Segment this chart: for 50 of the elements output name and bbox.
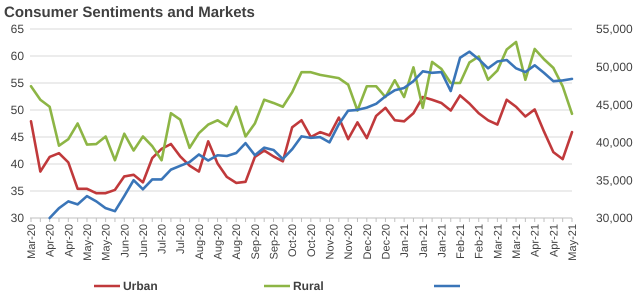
y-tick-label: 45 — [10, 130, 24, 144]
legend-label: Urban — [123, 279, 158, 294]
x-tick-label: Mar-21 — [511, 224, 524, 259]
y-tick-label: 50 — [10, 103, 24, 118]
x-tick-label: Sep-20 — [268, 224, 281, 260]
line-series — [48, 50, 574, 220]
x-tick-label: Apr-21 — [548, 224, 560, 258]
x-tick-label: Aug-20 — [194, 224, 206, 260]
x-tick-label: Dec-20 — [380, 224, 392, 260]
x-tick-label: Mar-20 — [26, 224, 38, 259]
line-series — [30, 94, 574, 194]
y2-tick-label: 30,000 — [596, 211, 634, 226]
x-tick-label: Jun-20 — [138, 224, 150, 258]
x-tick-label: Jul-20 — [175, 224, 188, 254]
y-tick-label: 55 — [10, 76, 24, 90]
x-tick-label: Jun-20 — [119, 224, 132, 258]
y-tick-label: 60 — [10, 49, 24, 64]
x-tick-label: Dec-20 — [362, 224, 374, 260]
x-tick-label: Oct-20 — [287, 224, 300, 258]
x-tick-label: Mar-21 — [492, 224, 504, 259]
line-series — [30, 40, 574, 162]
x-tick-label: Jan-21 — [436, 224, 448, 258]
x-tick-label: Apr-21 — [530, 224, 542, 258]
chart-title: Consumer Sentiments and Markets — [4, 4, 255, 21]
x-tick-label: Jan-21 — [399, 224, 412, 258]
x-tick-label: May-21 — [567, 224, 579, 261]
x-tick-label: Jul-20 — [156, 224, 169, 254]
y2-tick-label: 50,000 — [596, 60, 634, 74]
y-tick-label: 65 — [10, 22, 24, 36]
x-tick-label: May-20 — [82, 224, 94, 261]
y-tick-label: 35 — [10, 184, 24, 198]
y2-tick-label: 40,000 — [596, 136, 634, 150]
x-tick-label: Aug-20 — [212, 224, 225, 260]
y-tick-label: 40 — [10, 157, 24, 172]
x-tick-label: Sep-20 — [250, 224, 262, 260]
y2-tick-label: 55,000 — [596, 22, 634, 36]
x-tick-label: Oct-20 — [306, 224, 318, 258]
y2-tick-label: 35,000 — [596, 173, 634, 188]
y2-tick-label: 45,000 — [596, 98, 634, 112]
y-tick-label: 30 — [10, 211, 24, 226]
x-tick-label: Nov-20 — [343, 224, 356, 260]
x-tick-label: Aug-20 — [231, 224, 244, 260]
x-tick-label: Feb-21 — [455, 224, 468, 259]
legend-label: Rural — [293, 279, 324, 294]
x-tick-label: Feb-21 — [474, 224, 486, 259]
x-tick-label: Apr-20 — [63, 224, 76, 258]
x-tick-label: Apr-20 — [44, 224, 57, 258]
x-tick-label: Jan-21 — [418, 224, 430, 258]
x-tick-label: May-20 — [100, 224, 113, 261]
x-tick-label: Nov-20 — [324, 224, 336, 260]
